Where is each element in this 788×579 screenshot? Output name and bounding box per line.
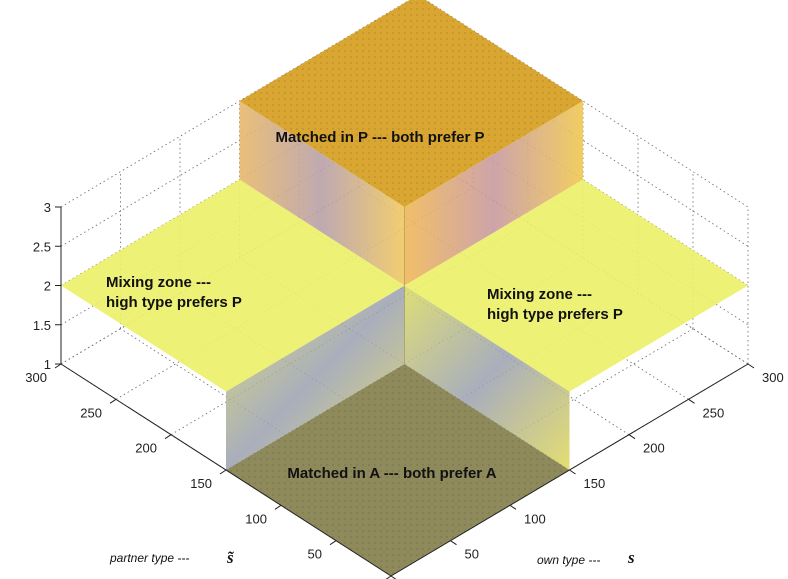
x-tick — [385, 575, 392, 579]
y-tick — [450, 540, 457, 546]
y-tick — [628, 434, 636, 440]
x-tick — [274, 504, 282, 510]
y-tick-label: 250 — [703, 405, 725, 420]
y-tick — [569, 469, 576, 475]
label-mixing-zone-right-1: Mixing zone --- — [487, 286, 592, 303]
y-tick — [509, 504, 517, 510]
y-tick — [390, 575, 397, 579]
x-axis-symbol: s̃ — [226, 548, 234, 567]
x-tick-label: 100 — [245, 511, 267, 526]
z-tick-label: 2 — [44, 279, 51, 294]
x-tick-label: 200 — [135, 441, 157, 456]
pit-wall-left — [226, 285, 405, 470]
matched-in-P-texture — [239, 0, 583, 207]
y-tick — [688, 398, 695, 404]
x-axis-title: partner type --- — [109, 551, 189, 565]
x-tick — [329, 540, 337, 546]
label-matched-in-A: Matched in A --- both prefer A — [287, 465, 496, 482]
y-axis-label: own type --- s — [537, 548, 635, 567]
x-tick-label: 150 — [190, 476, 212, 491]
y-tick-label: 300 — [762, 370, 784, 385]
y-tick-label: 150 — [584, 476, 606, 491]
label-mixing-zone-left-1: Mixing zone --- — [106, 274, 211, 291]
label-mixing-zone-left-2: high type prefers P — [106, 294, 242, 311]
mixing-zone-right-surface — [404, 179, 748, 392]
axes: 05010015020025030005010015020025030011.5… — [25, 200, 784, 579]
y-tick-label: 100 — [524, 511, 546, 526]
y-tick-label: 200 — [643, 441, 665, 456]
z-tick-label: 2.5 — [33, 239, 51, 254]
x-tick-label: 250 — [80, 405, 102, 420]
x-tick — [164, 434, 172, 440]
x-axis-label: partner type --- s̃ — [109, 548, 234, 567]
x-tick — [109, 398, 117, 404]
plateau-wall-left — [239, 101, 405, 286]
z-tick-label: 3 — [44, 200, 51, 215]
x-tick — [54, 363, 62, 369]
surface — [61, 0, 748, 576]
x-tick-label: 300 — [25, 370, 47, 385]
annotations: Matched in P --- both prefer P Mixing zon… — [106, 129, 623, 482]
label-matched-in-P: Matched in P --- both prefer P — [276, 129, 485, 146]
y-axis-symbol: s — [627, 548, 635, 567]
y-axis-title: own type --- — [537, 553, 600, 567]
z-tick-label: 1 — [44, 357, 51, 372]
z-tick-label: 1.5 — [33, 318, 51, 333]
pit-wall-right — [404, 285, 570, 470]
y-tick-label: 50 — [465, 547, 479, 562]
x-tick — [219, 469, 227, 475]
y-tick — [747, 363, 755, 369]
plateau-wall-right — [404, 101, 583, 286]
label-mixing-zone-right-2: high type prefers P — [487, 306, 623, 323]
matched-in-A-texture — [226, 364, 570, 576]
x-tick-label: 50 — [308, 547, 322, 562]
mixing-zone-left-surface — [61, 179, 405, 392]
